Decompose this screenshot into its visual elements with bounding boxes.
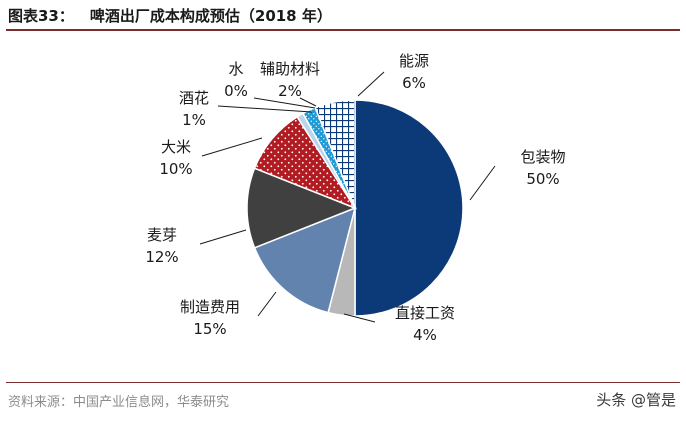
slice-name-label-7: 辅助材料 [260,60,320,78]
slice-name-label-0: 包装物 [520,148,565,166]
slice-value-label-1: 4% [413,326,437,344]
slice-value-label-5: 1% [182,111,206,129]
leader-line-6 [253,97,316,109]
slice-value-label-4: 10% [159,160,192,178]
leader-line-0 [469,165,496,201]
slice-name-label-5: 酒花 [179,89,209,107]
slice-name-label-4: 大米 [161,138,191,156]
watermark: 头条 @管是 [596,391,676,409]
slice-name-label-2: 制造费用 [180,298,240,316]
title-divider [6,29,680,31]
slice-value-label-0: 50% [526,170,559,188]
leader-line-3 [199,229,247,245]
slice-value-label-3: 12% [145,248,178,266]
slice-name-label-6: 水 [228,60,243,78]
figure-title-text: 啤酒出厂成本构成预估（2018 年） [89,7,332,25]
slice-name-label-3: 麦芽 [147,226,177,244]
leader-line-1 [343,313,376,323]
figure-label: 图表33： [8,7,74,25]
slice-value-label-6: 0% [224,82,248,100]
pie-slice-8 [314,99,356,209]
leader-line-7 [299,97,317,107]
leader-line-8 [357,71,385,97]
leader-line-4 [201,137,263,157]
source-divider [6,382,680,383]
pie-slice-2 [253,206,357,314]
slice-value-label-7: 2% [278,82,302,100]
figure-title: 图表33： 啤酒出厂成本构成预估（2018 年） [8,4,332,28]
slice-value-label-2: 15% [193,320,226,338]
source-note: 资料来源：中国产业信息网，华泰研究 [8,395,230,410]
leader-line-5 [217,105,313,113]
slice-value-label-8: 6% [402,74,426,92]
slice-name-label-8: 能源 [399,52,429,70]
leader-line-2 [257,291,277,317]
slice-name-label-1: 直接工资 [395,304,455,322]
pie-slice-3 [246,167,358,249]
pie-slice-0 [354,99,464,317]
